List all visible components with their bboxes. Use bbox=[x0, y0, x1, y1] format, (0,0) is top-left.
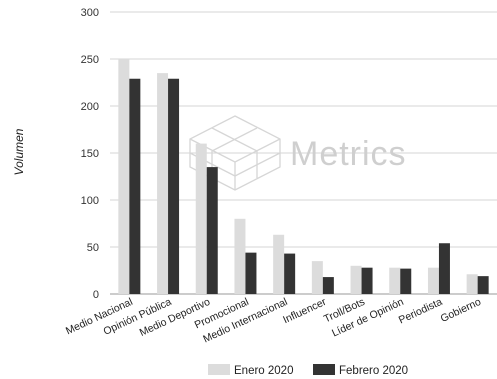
x-category-label: Influencer bbox=[281, 296, 328, 327]
watermark-text: Metrics bbox=[290, 135, 407, 173]
bar-febrero bbox=[284, 253, 296, 294]
legend: Enero 2020 Febrero 2020 bbox=[208, 364, 408, 377]
x-category-label: Periodista bbox=[397, 296, 445, 327]
legend-swatch bbox=[208, 364, 230, 375]
bar-febrero bbox=[477, 276, 489, 294]
bar-febrero bbox=[168, 78, 180, 295]
bar-febrero bbox=[438, 243, 450, 294]
bar-febrero bbox=[245, 252, 257, 294]
x-category-label: Gobierno bbox=[439, 296, 483, 325]
bar-febrero bbox=[322, 277, 334, 294]
bar-enero bbox=[466, 274, 478, 294]
y-tick-label: 100 bbox=[81, 195, 99, 207]
bars bbox=[118, 59, 489, 295]
legend-label: Febrero 2020 bbox=[339, 365, 408, 377]
bar-febrero bbox=[400, 268, 412, 294]
bar-febrero bbox=[361, 267, 373, 294]
bar-enero bbox=[234, 218, 246, 294]
watermark: Metrics bbox=[189, 115, 407, 191]
bar-enero bbox=[195, 143, 207, 294]
bar-enero bbox=[157, 73, 169, 294]
y-tick-label: 300 bbox=[81, 7, 99, 19]
y-axis-label: Volumen bbox=[12, 128, 26, 175]
legend-swatch bbox=[313, 364, 335, 375]
y-tick-label: 200 bbox=[81, 101, 99, 113]
bar-enero bbox=[311, 261, 323, 294]
bar-febrero bbox=[129, 78, 141, 295]
bar-enero bbox=[389, 267, 401, 294]
bar-enero bbox=[350, 265, 362, 294]
y-axis-ticks: 0 50 100 150 200 250 300 bbox=[81, 7, 99, 301]
bar-enero bbox=[273, 234, 285, 294]
bar-enero bbox=[118, 59, 130, 294]
y-tick-label: 150 bbox=[81, 148, 99, 160]
y-tick-label: 250 bbox=[81, 54, 99, 66]
y-tick-label: 50 bbox=[87, 242, 99, 254]
bar-febrero bbox=[206, 167, 218, 294]
y-tick-label: 0 bbox=[93, 289, 99, 301]
bar-enero bbox=[427, 267, 439, 294]
legend-label: Enero 2020 bbox=[234, 365, 293, 377]
